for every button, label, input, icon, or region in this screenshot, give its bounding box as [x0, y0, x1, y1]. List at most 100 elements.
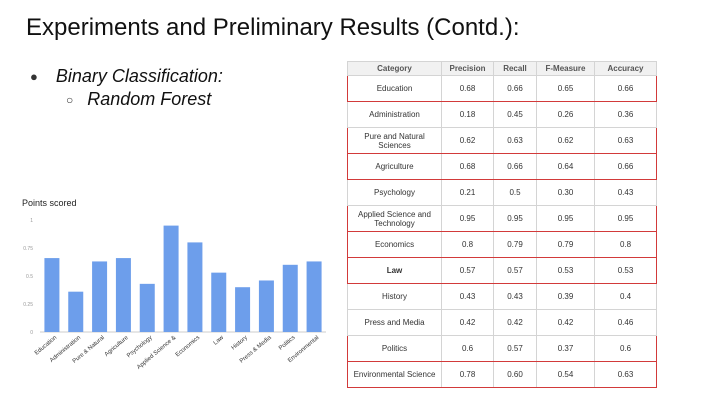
category-cell: Law [347, 257, 442, 284]
bullet-text: Binary Classification: [55, 66, 223, 86]
metric-cell: 0.64 [536, 153, 595, 180]
table-row: Pure and Natural Sciences 0.62 0.63 0.62 0.6… [347, 127, 657, 154]
category-cell: History [347, 283, 442, 310]
bar [44, 258, 60, 332]
table-header-cell: Accuracy [594, 61, 657, 76]
metric-cell: 0.68 [441, 75, 494, 102]
metric-cell: 0.95 [441, 205, 494, 232]
metric-cell: 0.21 [441, 179, 494, 206]
table-row: Economics 0.8 0.79 0.79 0.8 [347, 231, 657, 258]
bar [282, 264, 298, 332]
metric-cell: 0.63 [594, 127, 657, 154]
category-cell: Applied Science and Technology [347, 205, 442, 232]
metric-cell: 0.57 [493, 257, 537, 284]
x-tick-label: Politics [278, 335, 296, 352]
metric-cell: 0.57 [441, 257, 494, 284]
metric-cell: 0.54 [536, 361, 595, 388]
table-row: History 0.43 0.43 0.39 0.4 [347, 283, 657, 310]
metric-cell: 0.37 [536, 335, 595, 362]
chart-title: Points scored [22, 198, 77, 208]
table-header-cell: Recall [493, 61, 537, 76]
bullet-item: ● Binary Classification: [30, 66, 223, 87]
bar [235, 287, 251, 332]
metric-cell: 0.63 [594, 361, 657, 388]
category-cell: Economics [347, 231, 442, 258]
category-cell: Psychology [347, 179, 442, 206]
metric-cell: 0.42 [493, 309, 537, 336]
points-scored-chart: Points scored00.250.50.751EducationAdmin… [22, 198, 326, 371]
bullet-list: ● Binary Classification: ○ Random Forest [30, 66, 223, 110]
metric-cell: 0.8 [441, 231, 494, 258]
metric-cell: 0.63 [493, 127, 537, 154]
metric-cell: 0.6 [441, 335, 494, 362]
table-header-cell: Category [347, 61, 442, 76]
table-row: Education 0.68 0.66 0.65 0.66 [347, 75, 657, 102]
table-header-cell: Precision [441, 61, 494, 76]
bar [115, 258, 131, 332]
metric-cell: 0.46 [594, 309, 657, 336]
metric-cell: 0.36 [594, 101, 657, 128]
table-row: Politics 0.6 0.57 0.37 0.6 [347, 335, 657, 362]
bar [163, 225, 179, 332]
bar [139, 283, 155, 332]
results-table: Category Precision Recall F-Measure Accuracy… [347, 61, 657, 388]
metric-cell: 0.95 [536, 205, 595, 232]
metric-cell: 0.8 [594, 231, 657, 258]
metric-cell: 0.79 [493, 231, 537, 258]
metric-cell: 0.39 [536, 283, 595, 310]
category-cell: Education [347, 75, 442, 102]
y-tick-label: 0.5 [26, 274, 33, 280]
x-tick-label: Economics [175, 335, 201, 358]
sub-bullet-item: ○ Random Forest [66, 89, 223, 110]
metric-cell: 0.26 [536, 101, 595, 128]
category-cell: Agriculture [347, 153, 442, 180]
metric-cell: 0.45 [493, 101, 537, 128]
metric-cell: 0.53 [536, 257, 595, 284]
metric-cell: 0.66 [493, 153, 537, 180]
metric-cell: 0.57 [493, 335, 537, 362]
table-header-cell: F-Measure [536, 61, 595, 76]
metric-cell: 0.30 [536, 179, 595, 206]
bullet-dot-icon: ● [30, 69, 38, 84]
metric-cell: 0.95 [594, 205, 657, 232]
x-tick-label: Education [34, 335, 58, 357]
metric-cell: 0.42 [536, 309, 595, 336]
metric-cell: 0.66 [594, 153, 657, 180]
metric-cell: 0.6 [594, 335, 657, 362]
slide-title: Experiments and Preliminary Results (Con… [26, 14, 520, 41]
table-header-row: Category Precision Recall F-Measure Accuracy [347, 61, 657, 76]
x-tick-label: Law [213, 335, 226, 347]
bar [258, 280, 274, 332]
metric-cell: 0.43 [594, 179, 657, 206]
category-cell: Politics [347, 335, 442, 362]
bar [306, 261, 322, 332]
y-tick-label: 0.25 [23, 302, 33, 308]
metric-cell: 0.78 [441, 361, 494, 388]
table-row: Law 0.57 0.57 0.53 0.53 [347, 257, 657, 284]
metric-cell: 0.62 [441, 127, 494, 154]
metric-cell: 0.5 [493, 179, 537, 206]
bar [68, 291, 84, 332]
table-row: Applied Science and Technology 0.95 0.95 0.… [347, 205, 657, 232]
metric-cell: 0.18 [441, 101, 494, 128]
table-row: Psychology 0.21 0.5 0.30 0.43 [347, 179, 657, 206]
table-row: Press and Media 0.42 0.42 0.42 0.46 [347, 309, 657, 336]
metric-cell: 0.66 [493, 75, 537, 102]
bar [211, 272, 227, 332]
category-cell: Pure and Natural Sciences [347, 127, 442, 154]
category-cell: Press and Media [347, 309, 442, 336]
bar [92, 261, 108, 332]
metric-cell: 0.43 [441, 283, 494, 310]
metric-cell: 0.65 [536, 75, 595, 102]
y-tick-label: 1 [30, 218, 33, 224]
table-row: Agriculture 0.68 0.66 0.64 0.66 [347, 153, 657, 180]
metric-cell: 0.43 [493, 283, 537, 310]
y-tick-label: 0.75 [23, 246, 33, 252]
sub-bullet-text: Random Forest [87, 89, 212, 109]
metric-cell: 0.95 [493, 205, 537, 232]
category-cell: Administration [347, 101, 442, 128]
metric-cell: 0.60 [493, 361, 537, 388]
metric-cell: 0.62 [536, 127, 595, 154]
bar [187, 242, 203, 332]
x-tick-label: History [231, 335, 249, 352]
